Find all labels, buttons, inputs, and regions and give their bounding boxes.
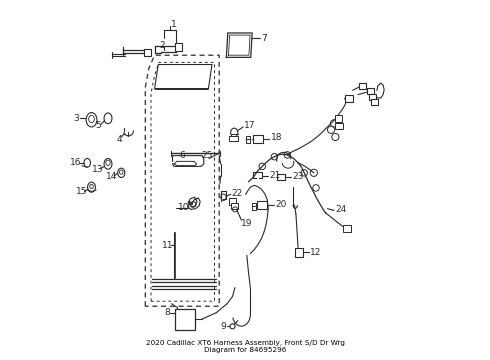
Bar xyxy=(368,94,376,100)
Text: 11: 11 xyxy=(162,241,173,250)
Bar xyxy=(370,99,378,105)
Text: 18: 18 xyxy=(271,133,282,142)
Bar xyxy=(175,309,195,329)
Bar xyxy=(144,49,151,56)
Text: 3: 3 xyxy=(74,114,79,123)
Text: 23: 23 xyxy=(293,172,304,181)
Text: 7: 7 xyxy=(261,34,267,43)
Text: 9: 9 xyxy=(220,322,226,331)
Bar xyxy=(344,95,353,102)
Circle shape xyxy=(230,324,235,329)
Bar xyxy=(367,88,374,94)
Bar xyxy=(295,248,303,257)
Text: 16: 16 xyxy=(70,158,81,167)
Text: 15: 15 xyxy=(76,187,87,196)
Text: 1: 1 xyxy=(171,19,177,28)
Text: 13: 13 xyxy=(92,165,103,174)
Text: 22: 22 xyxy=(231,189,243,198)
Text: 4: 4 xyxy=(117,135,122,144)
Bar xyxy=(231,203,238,208)
Bar xyxy=(245,136,250,139)
Bar xyxy=(175,43,182,51)
Bar xyxy=(228,198,236,205)
Bar xyxy=(229,136,238,141)
Bar xyxy=(257,201,267,209)
Bar xyxy=(245,139,250,143)
Text: 12: 12 xyxy=(310,248,321,257)
Bar xyxy=(252,203,256,206)
Bar xyxy=(252,206,256,210)
Bar xyxy=(343,225,351,231)
Text: 5: 5 xyxy=(95,121,101,130)
Text: 2020 Cadillac XT6 Harness Assembly, Front S/D Dr Wrg
Diagram for 84695296: 2020 Cadillac XT6 Harness Assembly, Fron… xyxy=(146,340,344,353)
Bar xyxy=(277,174,285,180)
Text: 10: 10 xyxy=(177,203,189,212)
Bar xyxy=(359,83,366,89)
Text: 21: 21 xyxy=(270,171,281,180)
Text: 20: 20 xyxy=(275,200,287,209)
Text: 17: 17 xyxy=(245,121,256,130)
Bar xyxy=(252,135,263,143)
Text: 8: 8 xyxy=(164,308,170,317)
Text: 6: 6 xyxy=(180,151,186,160)
Text: 25: 25 xyxy=(201,151,213,160)
Text: 24: 24 xyxy=(335,205,346,214)
Bar xyxy=(335,123,343,130)
Text: 14: 14 xyxy=(106,172,117,181)
Text: 2: 2 xyxy=(160,41,165,50)
Text: 19: 19 xyxy=(242,219,253,228)
Bar xyxy=(335,115,342,122)
